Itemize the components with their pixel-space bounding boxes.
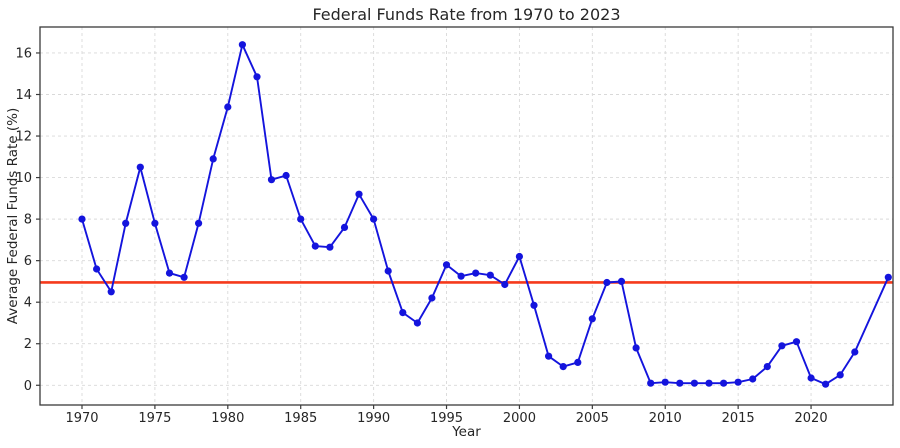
x-axis-ticks: 1970 1975 1980 1985 1990 1995 2000 2005 2010 2015… <box>65 405 828 426</box>
x-tick-label: 1985 <box>284 411 317 426</box>
x-tick-label: 1975 <box>138 411 171 426</box>
x-tick-label: 2005 <box>576 411 609 426</box>
plot-border <box>39 26 894 406</box>
y-tick-label: 16 <box>15 46 32 61</box>
y-tick-label: 0 <box>24 379 32 394</box>
chart-title: Federal Funds Rate from 1970 to 2023 <box>312 5 621 24</box>
x-tick-label: 2010 <box>649 411 682 426</box>
x-tick-label: 2020 <box>795 411 828 426</box>
x-tick-label: 2015 <box>722 411 755 426</box>
x-axis-label: Year <box>452 424 481 440</box>
x-tick-label: 1995 <box>430 411 463 426</box>
y-tick-label: 6 <box>24 254 32 269</box>
x-tick-label: 1990 <box>357 411 390 426</box>
y-tick-label: 8 <box>24 213 32 228</box>
grid-lines <box>40 27 893 405</box>
x-tick-label: 2000 <box>503 411 536 426</box>
y-axis-ticks: 0 2 4 6 8 10 12 14 16 <box>15 46 40 394</box>
y-tick-label: 12 <box>15 130 32 145</box>
rate-series-markers <box>78 41 892 388</box>
x-tick-label: 1980 <box>211 411 244 426</box>
rate-series-line <box>81 43 890 386</box>
y-tick-label: 2 <box>24 337 32 352</box>
x-tick-label: 1970 <box>65 411 98 426</box>
y-tick-label: 10 <box>15 171 32 186</box>
y-tick-label: 4 <box>24 296 32 311</box>
y-tick-label: 14 <box>15 88 32 103</box>
y-axis-label: Average Federal Funds Rate (%) <box>5 107 21 325</box>
